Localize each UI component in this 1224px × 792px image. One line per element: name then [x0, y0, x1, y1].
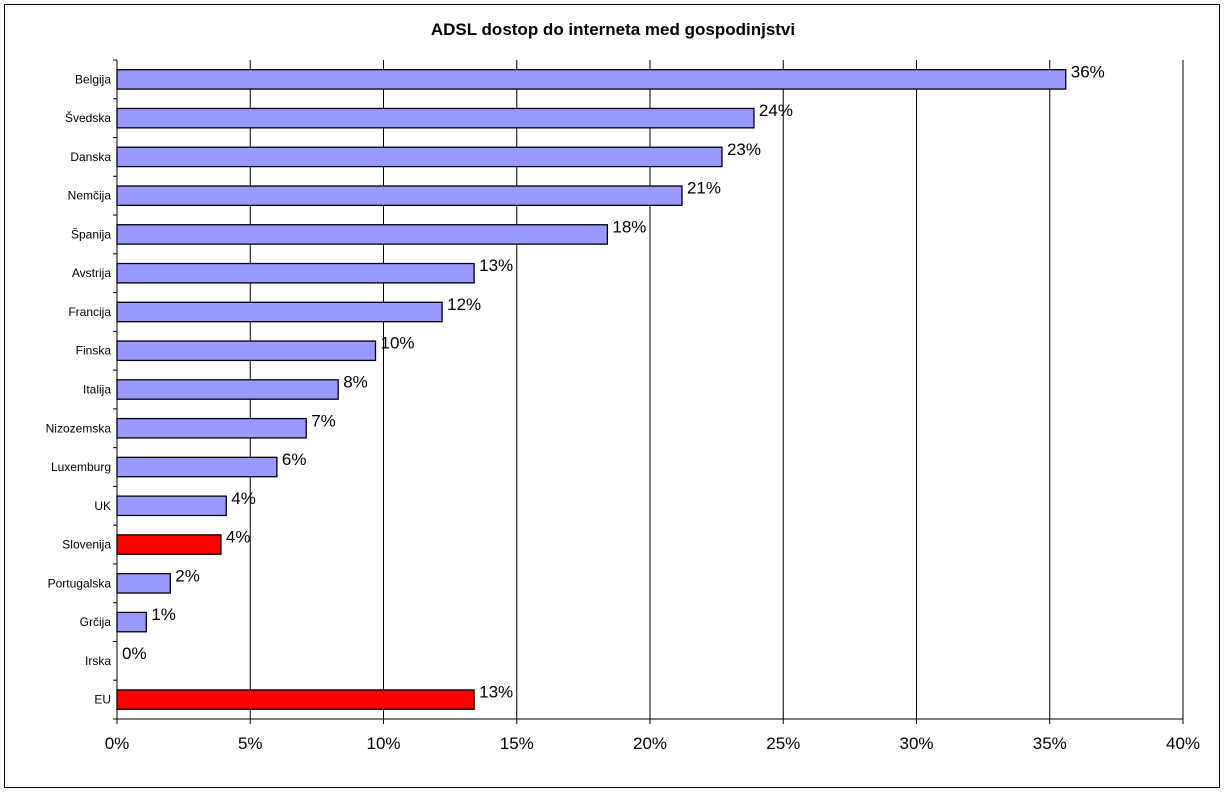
data-label: 0%	[122, 644, 147, 663]
category-label: Luxemburg	[51, 460, 111, 474]
data-label: 12%	[447, 295, 481, 314]
data-label: 18%	[612, 217, 646, 236]
category-label: Finska	[76, 344, 112, 358]
bar	[116, 224, 609, 245]
data-label: 4%	[226, 528, 251, 547]
data-label: 4%	[231, 489, 256, 508]
category-label: Italija	[83, 383, 111, 397]
data-label: 2%	[175, 566, 200, 585]
x-tick-label: 40%	[1166, 734, 1200, 753]
category-label: Španija	[71, 226, 111, 241]
category-label: Nizozemska	[46, 421, 112, 435]
bar	[116, 185, 683, 207]
bar	[116, 340, 377, 362]
x-tick-label: 25%	[766, 734, 800, 753]
bar-chart: ADSL dostop do interneta med gospodinjst…	[46, 20, 1200, 753]
x-tick-label: 10%	[366, 734, 400, 753]
category-label: Belgija	[75, 72, 111, 86]
category-label: Irska	[85, 654, 111, 668]
category-label: EU	[94, 693, 111, 707]
category-label: Grčija	[80, 615, 112, 629]
x-tick-label: 0%	[105, 734, 130, 753]
data-label: 1%	[151, 605, 176, 624]
x-tick-label: 15%	[500, 734, 534, 753]
bar	[116, 262, 475, 284]
x-tick-label: 5%	[238, 734, 263, 753]
data-label: 6%	[282, 450, 307, 469]
x-tick-label: 35%	[1033, 734, 1067, 753]
category-label: Danska	[70, 150, 111, 164]
data-label: 21%	[687, 179, 721, 198]
bar	[116, 146, 723, 168]
bar	[116, 534, 222, 555]
axes	[113, 59, 1184, 724]
bar	[116, 611, 147, 633]
category-label: Avstrija	[72, 266, 111, 280]
bar	[116, 689, 475, 710]
data-label: 23%	[727, 140, 761, 159]
bar	[116, 417, 307, 439]
data-label: 24%	[759, 101, 793, 120]
chart-title: ADSL dostop do interneta med gospodinjst…	[431, 20, 795, 39]
category-label: UK	[94, 499, 111, 513]
data-label: 13%	[479, 683, 513, 702]
bar	[116, 301, 443, 323]
bar	[116, 379, 339, 400]
category-label: Nemčija	[68, 189, 112, 203]
x-tick-label: 20%	[633, 734, 667, 753]
bar	[116, 69, 1067, 90]
bar	[116, 495, 227, 517]
category-label: Švedska	[65, 110, 111, 125]
data-label: 8%	[343, 373, 368, 392]
bar	[116, 456, 278, 478]
bar	[116, 572, 171, 594]
data-label: 36%	[1071, 62, 1105, 81]
data-label: 10%	[381, 334, 415, 353]
chart-frame: ADSL dostop do interneta med gospodinjst…	[4, 4, 1220, 788]
labels: 0% 5% 10% 15% 20% 25% 30% 35% 40% Belgija 36% Šveds…	[46, 62, 1200, 753]
data-label: 7%	[311, 411, 336, 430]
category-label: Portugalska	[48, 576, 112, 590]
category-label: Slovenija	[62, 538, 111, 552]
category-label: Francija	[68, 305, 111, 319]
data-label: 13%	[479, 256, 513, 275]
bar	[116, 107, 755, 129]
grid-lines	[249, 60, 1184, 719]
x-tick-label: 30%	[899, 734, 933, 753]
bars	[116, 69, 1067, 710]
